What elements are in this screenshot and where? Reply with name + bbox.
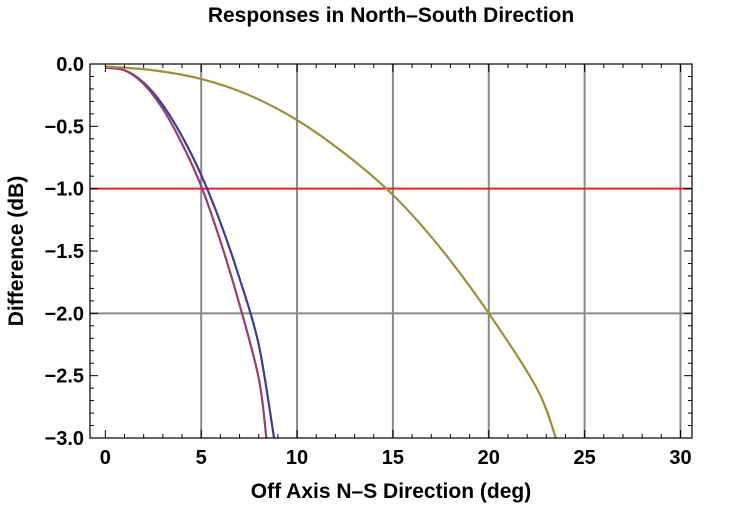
y-tick-label: −2.5: [45, 366, 84, 388]
x-tick-label: 5: [196, 447, 207, 469]
y-tick-label: 0.0: [56, 54, 84, 76]
x-tick-label: 10: [286, 447, 308, 469]
plot-area: [90, 64, 692, 438]
y-tick-label: −1.0: [45, 179, 84, 201]
x-axis-title: Off Axis N–S Direction (deg): [251, 480, 531, 503]
y-axis-title: Difference (dB): [5, 176, 28, 327]
y-tick-label: −1.5: [45, 241, 84, 263]
x-tick-label: 20: [478, 447, 500, 469]
y-tick-label: −2.0: [45, 303, 84, 325]
x-tick-label: 15: [382, 447, 404, 469]
series-line-2: [105, 66, 268, 439]
chart-title: Responses in North–South Direction: [208, 4, 574, 27]
y-tick-label: −0.5: [45, 116, 84, 138]
x-tick-label: 0: [100, 447, 111, 469]
series-line-3: [105, 65, 557, 439]
x-tick-label: 25: [574, 447, 596, 469]
grid-lines: [90, 64, 692, 438]
series-group: [105, 65, 557, 439]
tick-labels: 0 5 10 15 20 25 30 0.0 −0.5 −1.0 −1.5 −2.0 −2.5 −3.0: [45, 54, 692, 469]
plot-background: [90, 64, 692, 438]
axis-ticks: [90, 63, 692, 439]
x-tick-label: 30: [669, 447, 691, 469]
y-tick-label: −3.0: [45, 428, 84, 450]
